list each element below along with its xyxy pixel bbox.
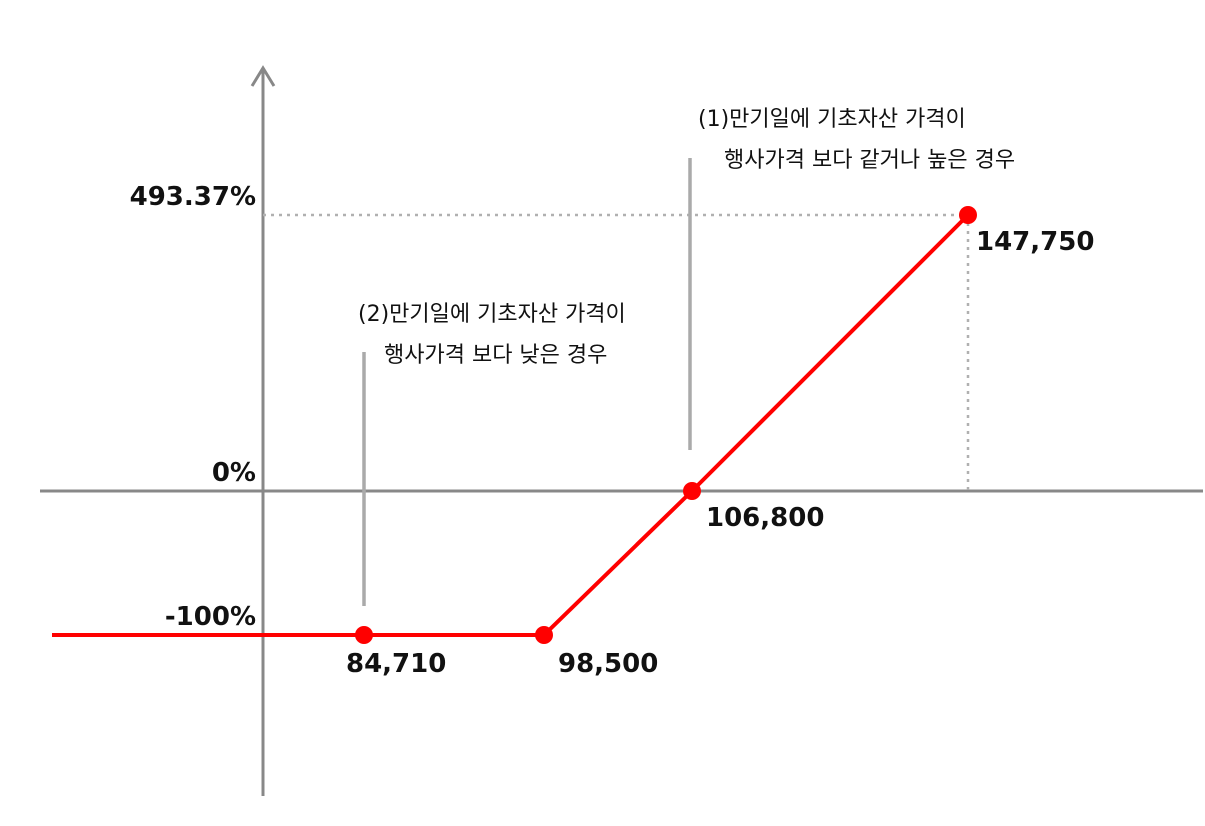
annotation-pointers — [362, 158, 692, 606]
marker-point-4 — [959, 206, 977, 224]
axes — [40, 65, 1203, 796]
y-axis-arrow-icon — [250, 65, 276, 87]
marker-label-4: 147,750 — [976, 227, 1094, 257]
annotation-case1-line-2: 행사가격 보다 같거나 높은 경우 — [724, 148, 1015, 173]
y-tick-label-1: 493.37% — [130, 182, 256, 212]
annotation-case1-line-1: (1)만기일에 기초자산 가격이 — [698, 107, 966, 132]
marker-point-3 — [683, 482, 701, 500]
marker-label-3: 106,800 — [706, 503, 824, 533]
marker-point-2 — [535, 626, 553, 644]
annotation-case2-line-1: (2)만기일에 기초자산 가격이 — [358, 302, 626, 327]
guide-lines — [263, 213, 970, 491]
payoff-markers — [355, 206, 977, 644]
payoff-line-series-1 — [52, 213, 970, 637]
marker-label-2: 98,500 — [558, 649, 658, 679]
y-tick-label-2: 0% — [212, 458, 256, 488]
annotation-case2-line-2: 행사가격 보다 낮은 경우 — [384, 343, 607, 368]
marker-point-1 — [355, 626, 373, 644]
payoff-series — [52, 213, 970, 637]
y-tick-label-3: -100% — [165, 602, 256, 632]
marker-label-1: 84,710 — [346, 649, 446, 679]
